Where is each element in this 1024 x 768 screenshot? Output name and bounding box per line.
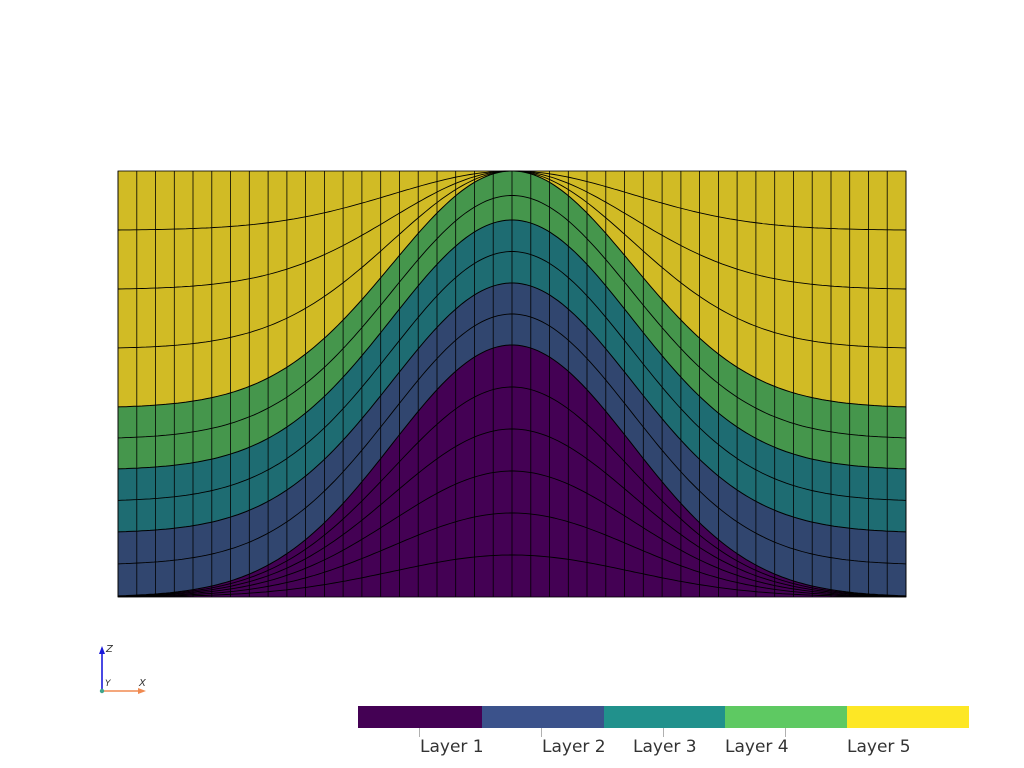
colorbar-swatch-layer-5: [847, 706, 969, 728]
colorbar-swatch-layer-1: [358, 706, 482, 728]
y-axis-dot: [99, 688, 105, 694]
y-axis-label: Y: [105, 679, 112, 689]
colorbar-swatch-layer-2: [482, 706, 604, 728]
colorbar-swatch-layer-4: [725, 706, 847, 728]
z-axis-label: Z: [105, 644, 114, 655]
mesh-border: [117, 170, 907, 598]
x-axis-arrow: [138, 688, 146, 694]
z-axis-arrow: [99, 646, 105, 654]
layer-5-region: [118, 171, 906, 407]
layer-3-region: [118, 220, 906, 532]
orientation-axes: Z Y X: [88, 640, 158, 700]
layer-2-region: [118, 283, 906, 596]
colorbar-swatch-layer-3: [604, 706, 725, 728]
x-axis-label: X: [138, 678, 147, 689]
layer-4-region: [118, 171, 906, 469]
scalar-colorbar: [358, 706, 969, 728]
